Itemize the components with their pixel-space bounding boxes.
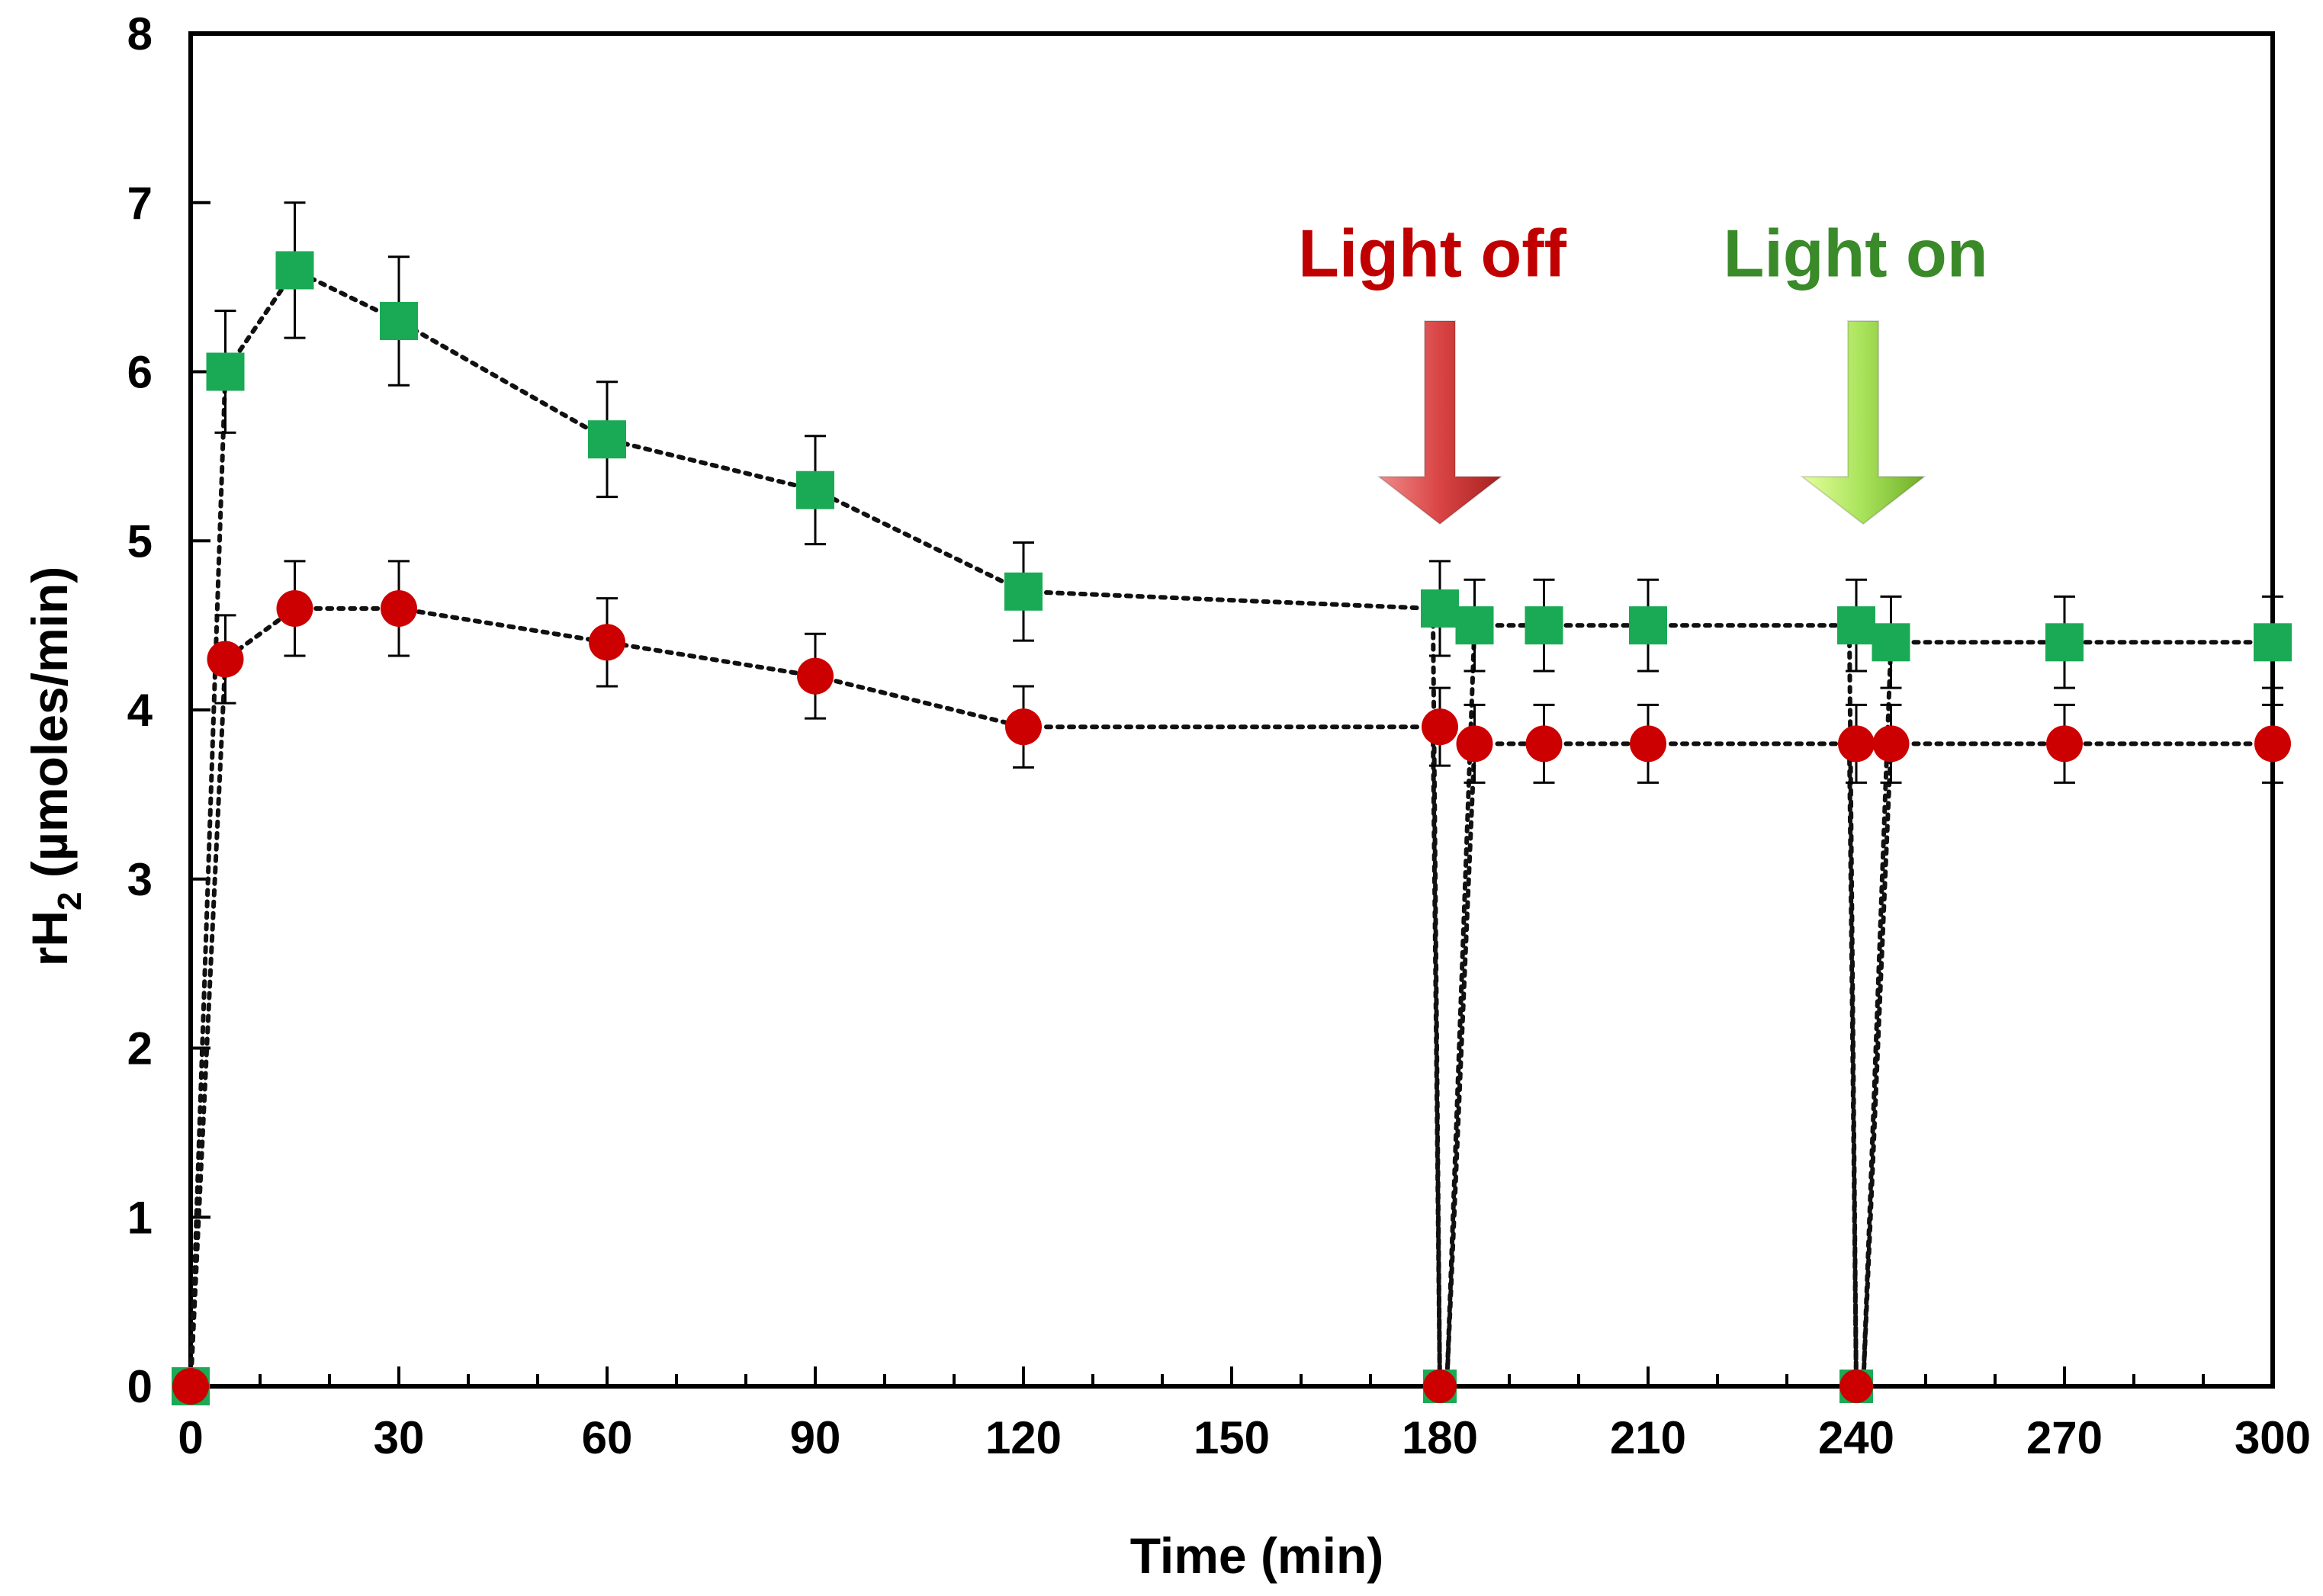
x-tick-label: 0 xyxy=(178,1412,203,1463)
y-axis-title: rH2 (µmoles/min) xyxy=(21,567,88,967)
y-tick-label: 3 xyxy=(127,854,153,905)
y-axis-title-rest: (µmoles/min) xyxy=(21,567,78,892)
green-square-marker xyxy=(2045,623,2084,662)
red-circle-marker xyxy=(1005,708,1042,746)
red-circle-marker xyxy=(1456,725,1493,763)
x-tick-label: 90 xyxy=(790,1412,841,1463)
red-circle-marker xyxy=(2254,725,2291,763)
y-tick-label: 0 xyxy=(127,1361,153,1412)
light-off-arrow xyxy=(1377,320,1503,525)
x-tick-label: 60 xyxy=(582,1412,633,1463)
x-tick-label: 150 xyxy=(1194,1412,1270,1463)
green-square-marker xyxy=(1629,606,1667,645)
red-circle-marker xyxy=(1422,708,1458,746)
zero-circle-marker xyxy=(1839,1370,1873,1403)
x-tick-label: 270 xyxy=(2026,1412,2103,1463)
y-tick-label: 4 xyxy=(127,685,153,736)
light-on-label: Light on xyxy=(1724,215,1988,291)
red-circle-marker xyxy=(2046,725,2083,763)
x-tick-label: 30 xyxy=(374,1412,425,1463)
red-circle-marker xyxy=(797,657,834,695)
y-axis: 0 1 2 3 4 5 6 7 8 xyxy=(127,8,210,1412)
green-square-marker xyxy=(1455,606,1494,645)
green-square-marker xyxy=(1421,589,1459,628)
red-circle-marker xyxy=(276,589,313,627)
x-tick-label: 180 xyxy=(1402,1412,1478,1463)
green-square-marker xyxy=(796,470,834,509)
red-circle-marker xyxy=(172,1368,209,1405)
red-circle-marker xyxy=(589,624,625,661)
y-tick-label: 7 xyxy=(127,178,153,229)
x-tick-label: 240 xyxy=(1818,1412,1894,1463)
green-square-marker xyxy=(1837,606,1875,645)
green-square-marker xyxy=(588,420,626,459)
green-square-marker xyxy=(275,251,314,290)
y-tick-label: 6 xyxy=(127,347,153,398)
y-axis-title-subscript: 2 xyxy=(51,891,88,910)
series-line-red-initial xyxy=(188,606,1026,1389)
red-circle-marker xyxy=(1630,725,1666,763)
green-square-marker xyxy=(1004,572,1043,611)
green-square-marker xyxy=(2254,623,2292,662)
red-circle-marker xyxy=(381,589,417,627)
light-off-label: Light off xyxy=(1298,215,1567,291)
light-on-arrow xyxy=(1800,320,1927,525)
green-square-marker xyxy=(206,352,245,391)
dip-red-180 xyxy=(1021,724,1477,1389)
y-tick-label: 8 xyxy=(127,8,153,59)
data-markers xyxy=(172,251,2292,1405)
red-circle-marker xyxy=(207,641,244,678)
dip-green-180 xyxy=(1021,589,1477,1389)
zero-circle-marker xyxy=(1423,1370,1457,1403)
x-tick-label: 300 xyxy=(2235,1412,2311,1463)
green-square-marker xyxy=(380,301,418,340)
red-circle-marker xyxy=(1838,725,1875,763)
y-tick-label: 2 xyxy=(127,1023,153,1074)
x-axis: 0 30 60 90 120 150 180 210 240 270 300 xyxy=(178,1366,2311,1463)
green-square-marker xyxy=(1872,623,1910,662)
annotations: Light off Light on xyxy=(1298,215,1988,525)
series-lines xyxy=(188,267,2275,1389)
x-tick-label: 210 xyxy=(1610,1412,1686,1463)
y-tick-label: 1 xyxy=(127,1192,153,1243)
dip-red-240 xyxy=(1646,741,1894,1389)
x-tick-label: 120 xyxy=(985,1412,1062,1463)
x-axis-title: Time (min) xyxy=(1130,1527,1383,1584)
red-circle-marker xyxy=(1872,725,1910,763)
green-square-marker xyxy=(1525,606,1563,645)
y-tick-label: 5 xyxy=(127,515,153,567)
red-circle-marker xyxy=(1525,725,1563,763)
y-axis-title-main: rH xyxy=(21,910,78,966)
